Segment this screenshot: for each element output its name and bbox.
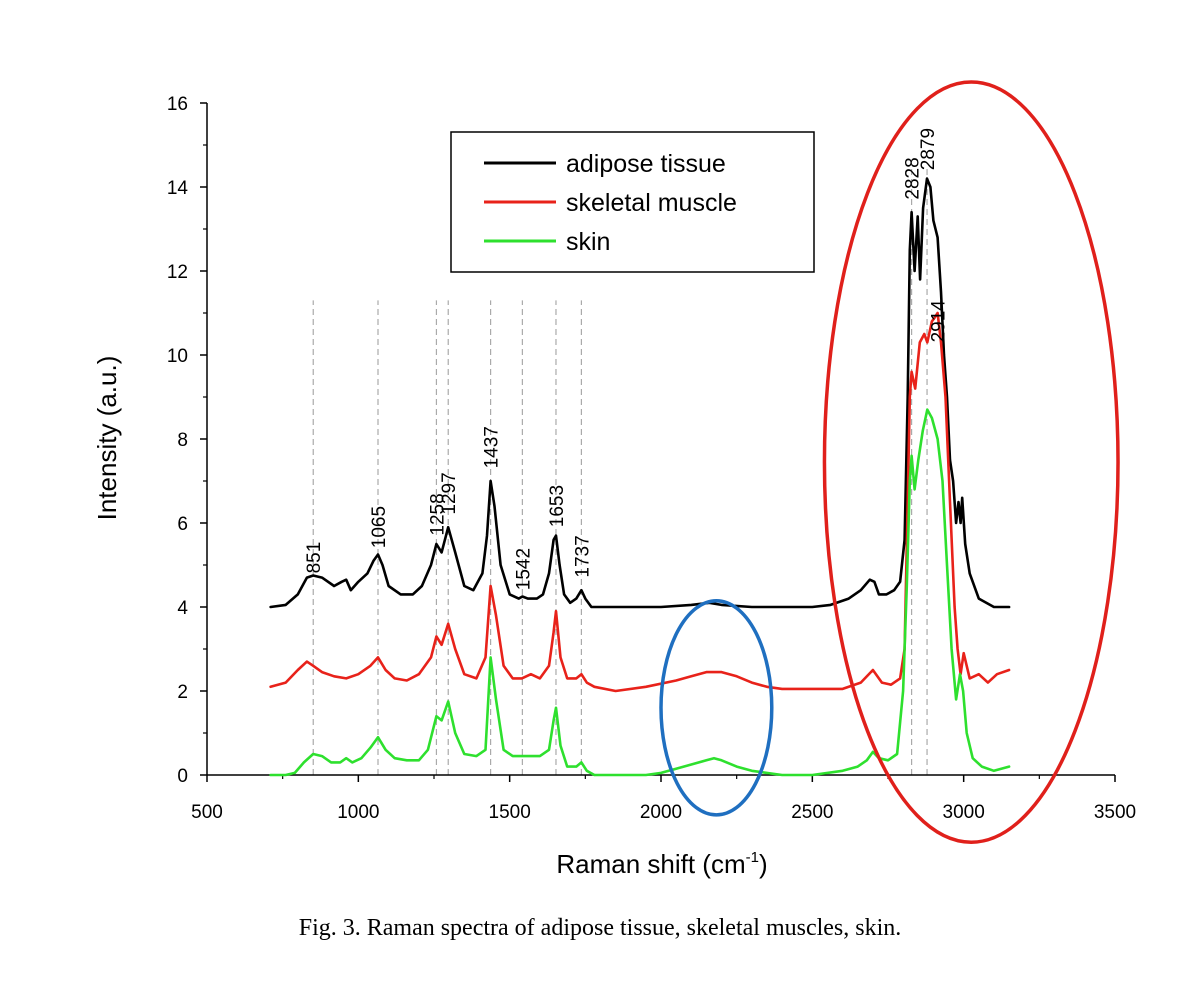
y-tick-label: 16 bbox=[167, 94, 188, 115]
x-tick-label: 2000 bbox=[640, 802, 682, 823]
y-axis-title: Intensity (a.u.) bbox=[92, 356, 122, 521]
x-tick-label: 3500 bbox=[1094, 802, 1136, 823]
y-tick-label: 14 bbox=[167, 178, 189, 199]
y-tick-label: 4 bbox=[177, 598, 188, 619]
peak-label-1297: 1297 bbox=[439, 472, 460, 514]
x-axis-title-sup: -1 bbox=[746, 849, 759, 866]
peak-label-2828: 2828 bbox=[903, 157, 924, 199]
axes: 500 1000 1500 2000 2500 3000 3500 0 2 4 6 8 10 12 14 16 bbox=[167, 94, 1136, 823]
x-tick-label: 2500 bbox=[791, 802, 833, 823]
peak-label-2879: 2879 bbox=[918, 128, 939, 170]
y-tick-label: 12 bbox=[167, 262, 188, 283]
legend-label-adipose: adipose tissue bbox=[566, 150, 726, 178]
series-line-skin bbox=[269, 408, 1011, 777]
x-axis-title-main: Raman shift (cm bbox=[556, 849, 745, 879]
series-line-adipose-tissue bbox=[269, 177, 1011, 609]
peak-label-1258: 1258 bbox=[427, 493, 448, 535]
annotation-ellipse-2 bbox=[822, 80, 1120, 844]
peak-label-851: 851 bbox=[304, 542, 325, 574]
y-tick-label: 2 bbox=[177, 682, 188, 703]
peak-label-1653: 1653 bbox=[547, 485, 568, 527]
peak-label-1737: 1737 bbox=[572, 535, 593, 577]
peak-label-2914: 2914 bbox=[929, 300, 950, 343]
legend: adipose tissue skeletal muscle skin bbox=[450, 131, 815, 273]
x-axis-title: Raman shift (cm-1) bbox=[556, 849, 767, 879]
peak-label-1437: 1437 bbox=[482, 426, 503, 468]
peak-label-1542: 1542 bbox=[513, 548, 534, 590]
y-tick-label: 6 bbox=[177, 514, 188, 535]
annotation-ellipse-1 bbox=[659, 598, 774, 817]
y-tick-label: 0 bbox=[177, 766, 188, 787]
annotation-ellipses bbox=[659, 80, 1120, 844]
legend-label-muscle: skeletal muscle bbox=[566, 189, 737, 217]
peak-label-1065: 1065 bbox=[369, 506, 390, 548]
legend-label-skin: skin bbox=[566, 228, 610, 256]
figure-caption: Fig. 3. Raman spectra of adipose tissue,… bbox=[298, 915, 902, 941]
x-tick-label: 1500 bbox=[489, 802, 531, 823]
x-tick-label: 1000 bbox=[337, 802, 379, 823]
y-tick-label: 8 bbox=[177, 430, 188, 451]
raman-chart: 500 1000 1500 2000 2500 3000 3500 0 2 4 6 8 10 12 14 16… bbox=[92, 80, 1136, 879]
x-tick-label: 3000 bbox=[943, 802, 985, 823]
series-line-skeletal-muscle bbox=[269, 311, 1011, 693]
x-axis-title-end: ) bbox=[759, 849, 768, 879]
x-tick-label: 500 bbox=[191, 802, 223, 823]
series-lines bbox=[269, 177, 1011, 777]
y-tick-label: 10 bbox=[167, 346, 188, 367]
